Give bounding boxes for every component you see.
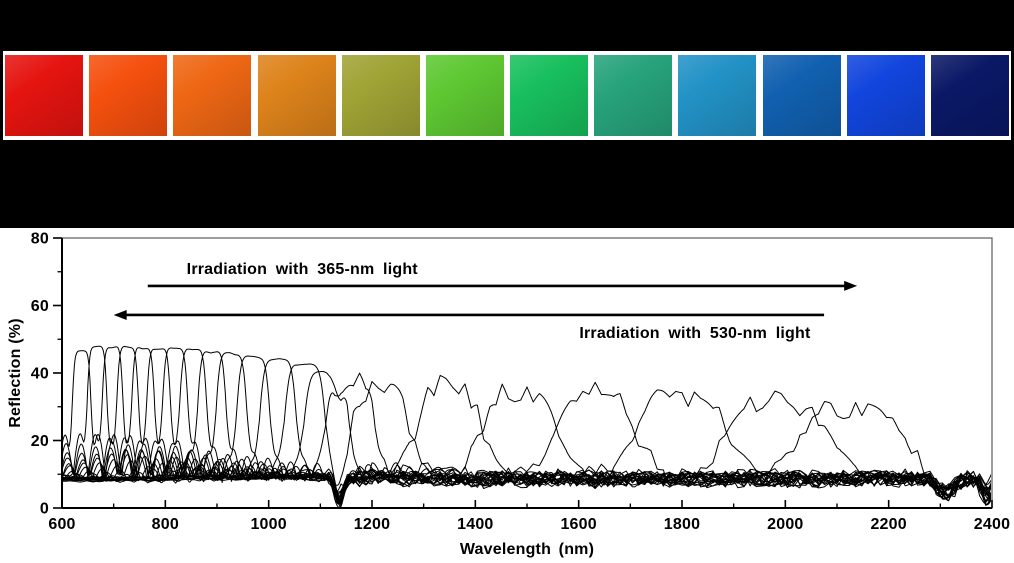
color-swatch-5 [341,55,420,136]
x-tick-label: 600 [48,516,75,533]
x-tick-label: 1400 [457,516,493,533]
x-axis-title: Wavelength (nm) [460,541,594,558]
reflection-spectrum-curve-18 [63,383,991,502]
spectra-curves [63,345,991,508]
color-swatch-8 [594,55,673,136]
color-swatch-11 [846,55,925,136]
color-swatch-2 [89,55,168,136]
arrow-head-vis [113,309,127,320]
reflection-spectrum-curve-19 [63,381,991,500]
y-tick-label: 80 [31,231,49,248]
annotation-uv: Irradiation with 365-nm light [187,261,419,278]
color-swatch-6 [425,55,504,136]
x-tick-label: 1200 [354,516,390,533]
reflection-spectrum-curve-15 [63,372,991,505]
x-tick-label: 1600 [560,516,596,533]
color-swatch-1 [5,55,83,136]
x-tick-label: 2400 [974,516,1010,533]
color-swatch-4 [257,55,336,136]
y-tick-label: 0 [40,501,49,518]
color-swatch-10 [762,55,841,136]
reflection-spectrum-curve-21 [63,390,991,508]
annotation-vis: Irradiation with 530-nm light [579,325,811,342]
x-tick-label: 800 [152,516,179,533]
x-tick-label: 2000 [767,516,803,533]
y-tick-label: 20 [31,433,49,450]
arrow-head-uv [844,280,858,291]
color-swatch-9 [678,55,757,136]
x-tick-label: 2200 [870,516,906,533]
y-tick-label: 60 [31,298,49,315]
reflection-spectrum-curve-20 [63,389,991,503]
photo-swatch-strip [3,51,1011,140]
x-tick-label: 1800 [664,516,700,533]
color-swatch-12 [930,55,1009,136]
y-tick-label: 40 [31,366,49,383]
y-axis-title: Reflection (%) [7,318,24,427]
x-tick-label: 1000 [250,516,286,533]
reflection-spectra-chart-panel: 600 800 1000 1200 1400 1600 1800 2000 2200 2400 0 2… [0,228,1014,563]
spectra-plot-svg: 600 800 1000 1200 1400 1600 1800 2000 2200 2400 0 2… [7,231,1010,559]
reflection-spectrum-curve-22 [63,401,991,499]
color-swatch-3 [173,55,252,136]
color-swatch-7 [510,55,589,136]
